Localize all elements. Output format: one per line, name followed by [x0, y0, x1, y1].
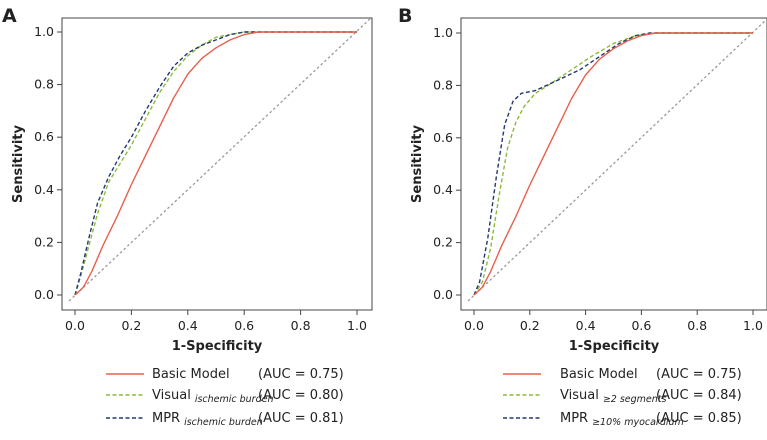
- legend-series-subscript: ischemic burden: [184, 417, 263, 428]
- y-tick-label: 0.8: [34, 77, 54, 92]
- x-tick-label: 0.6: [631, 318, 651, 333]
- panel-a: 0.0 0.2 0.4 0.6 0.8 1.0 0.0 0.2 0.4 0.6 0.8 1.0 1-Sp…: [11, 17, 373, 428]
- mpr-roc-curve: [473, 32, 753, 296]
- legend-series-name: Basic Model: [560, 367, 638, 382]
- x-tick-label: 0.4: [178, 318, 198, 333]
- panel-b: 0.0 0.2 0.4 0.6 0.8 1.0 0.0 0.2 0.4 0.6 0.8 1.0 1-Sp…: [410, 17, 767, 428]
- basic-model-roc-curve: [473, 32, 753, 296]
- x-tick-label: 0.0: [464, 318, 484, 333]
- panel-label-a: A: [2, 5, 17, 27]
- x-tick-label: 0.4: [576, 318, 596, 333]
- x-axis-title: 1-Specificity: [172, 339, 263, 354]
- legend-series-subscript: ≥10% myocardium: [592, 417, 684, 428]
- y-tick-label: 0.6: [34, 129, 54, 144]
- basic-model-roc-curve: [74, 31, 357, 296]
- y-axis-title: Sensitivity: [410, 125, 425, 203]
- legend-label: MPR ≥10% myocardium: [560, 411, 684, 428]
- reference-diagonal-line: [467, 18, 767, 302]
- x-tick-label: 0.6: [234, 318, 254, 333]
- panel-label-b: B: [398, 5, 412, 27]
- legend-auc-value: (AUC = 0.80): [258, 388, 344, 403]
- legend-series-subscript: ≥2 segments: [603, 394, 667, 405]
- x-tick-label: 1.0: [347, 318, 367, 333]
- x-tick-label: 0.8: [687, 318, 707, 333]
- reference-diagonal-line: [68, 17, 372, 302]
- plot-frame: [61, 17, 373, 311]
- legend-auc-value: (AUC = 0.85): [656, 411, 742, 426]
- legend-label: Basic Model: [560, 367, 638, 382]
- legend-series-name: MPR: [152, 411, 180, 426]
- y-tick-label: 0.6: [433, 130, 453, 145]
- legend-label: MPR ischemic burden: [152, 411, 263, 428]
- legend-series-name: Visual: [152, 388, 191, 403]
- legend-auc-value: (AUC = 0.75): [258, 367, 344, 382]
- x-tick-label: 1.0: [743, 318, 763, 333]
- legend: Basic Model (AUC = 0.75) Visual ≥2 segments…: [503, 367, 742, 428]
- x-tick-label: 0.0: [65, 318, 85, 333]
- legend-label: Basic Model: [152, 367, 230, 382]
- visual-roc-curve: [74, 31, 357, 296]
- y-tick-label: 0.0: [433, 287, 453, 302]
- y-tick-label: 0.8: [433, 77, 453, 92]
- x-tick-label: 0.2: [121, 318, 141, 333]
- legend-auc-value: (AUC = 0.81): [258, 411, 344, 426]
- legend: Basic Model (AUC = 0.75) Visual ischemic bu…: [106, 367, 344, 428]
- y-tick-label: 0.2: [433, 235, 453, 250]
- y-axis-title: Sensitivity: [11, 125, 26, 203]
- legend-auc-value: (AUC = 0.84): [656, 388, 742, 403]
- legend-series-subscript: ischemic burden: [195, 394, 274, 405]
- legend-auc-value: (AUC = 0.75): [656, 367, 742, 382]
- y-tick-label: 0.4: [34, 182, 54, 197]
- legend-label: Visual ischemic burden: [152, 388, 273, 405]
- y-tick-label: 0.0: [34, 287, 54, 302]
- y-tick-label: 0.4: [433, 182, 453, 197]
- legend-label: Visual ≥2 segments: [560, 388, 667, 405]
- y-tick-label: 1.0: [34, 24, 54, 39]
- plot-frame: [460, 17, 767, 311]
- legend-series-name: Basic Model: [152, 367, 230, 382]
- visual-roc-curve: [473, 32, 753, 296]
- legend-series-name: Visual: [560, 388, 599, 403]
- y-tick-label: 0.2: [34, 234, 54, 249]
- x-tick-label: 0.8: [291, 318, 311, 333]
- x-axis-title: 1-Specificity: [569, 339, 660, 354]
- y-tick-label: 1.0: [433, 25, 453, 40]
- legend-series-name: MPR: [560, 411, 588, 426]
- x-tick-label: 0.2: [520, 318, 540, 333]
